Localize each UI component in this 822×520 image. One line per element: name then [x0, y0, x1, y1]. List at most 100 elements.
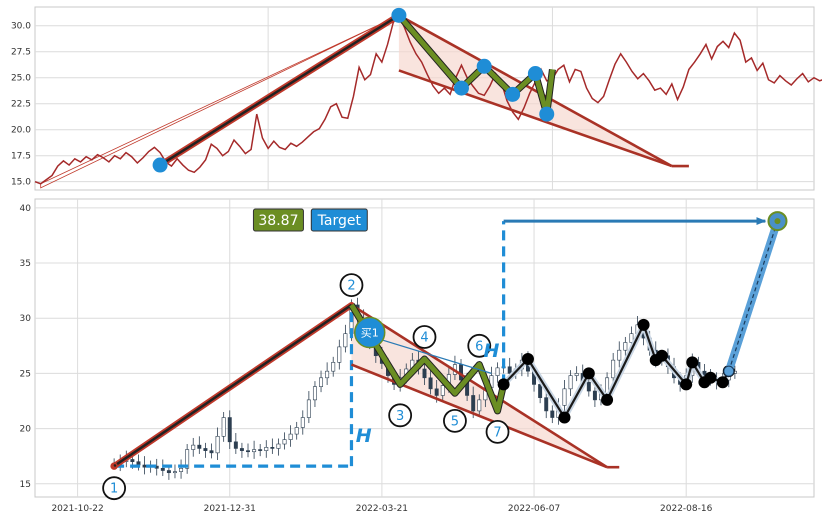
panel2-candle-body: [429, 378, 432, 389]
panel2-projection-start: [724, 366, 734, 376]
panel2-candle-body: [569, 376, 572, 389]
panel2-candle-body: [131, 459, 134, 461]
panel2-swing-point: [558, 412, 570, 424]
panel-2: 1520253035402021-10-22 2021-12-31 2022-03-…: [20, 199, 814, 514]
panel2-candle-body: [338, 347, 341, 362]
panel1-pivot-dot: [391, 8, 406, 23]
panel1-ytick-label: 22.5: [11, 100, 31, 110]
panel2-candle-body: [289, 434, 292, 440]
panel2-swing-point: [601, 394, 613, 406]
panel2-candle-body: [344, 334, 347, 347]
panel2-candle-body: [210, 451, 213, 453]
panel2-candle-body: [563, 389, 566, 406]
panel2-candle-body: [216, 436, 219, 453]
panel2-candle-body: [228, 418, 231, 442]
panel2-candle-body: [618, 350, 621, 360]
panel2-swing-point: [522, 353, 534, 365]
panel1-pivot-dot: [454, 81, 469, 96]
panel2-wave-label: 7: [493, 425, 501, 440]
panel2-candle-body: [441, 386, 444, 396]
panel2-wave-label: 6: [475, 339, 483, 354]
panel2-xtick-label: 2021-10-22: [51, 504, 103, 514]
panel2-candle-body: [538, 384, 541, 397]
panel2-candle-body: [325, 371, 328, 378]
panel2-candle-body: [611, 360, 614, 378]
panel2-xtick-label: 2022-06-07: [508, 504, 560, 514]
panel2-xtick-label: 2022-03-21: [356, 504, 408, 514]
panel2-candle-body: [478, 400, 481, 411]
panel2-swing-point: [583, 367, 595, 379]
panel2-candle-body: [496, 368, 499, 376]
panel2-candle-body: [307, 400, 310, 418]
panel1-pivot-dot: [528, 66, 543, 81]
panel2-ytick-label: 15: [20, 480, 31, 490]
panel2-candle-body: [319, 378, 322, 387]
panel2-value-box-text: 38.87: [258, 213, 298, 229]
panel2-candle-body: [234, 442, 237, 449]
panel2-candle-body: [143, 465, 146, 467]
panel2-candle-body: [624, 342, 627, 350]
panel2-candle-body: [545, 398, 548, 411]
panel2-candle-body: [295, 427, 298, 434]
panel2-candle-body: [277, 444, 280, 448]
panel1-pivot-dot: [505, 87, 520, 102]
panel2-candle-body: [587, 382, 590, 391]
panel2-ytick-label: 40: [20, 204, 32, 214]
panel2-wave-label: 4: [420, 330, 428, 345]
panel2-swing-point: [656, 350, 668, 362]
panel2-candle-body: [271, 447, 274, 448]
panel1-ytick-label: 17.5: [11, 152, 31, 162]
panel-1: 15.017.520.022.525.027.530.0: [11, 7, 822, 190]
panel2-candle-body: [259, 450, 262, 451]
panel2-candle-body: [472, 395, 475, 410]
panel2-candle-body: [167, 471, 170, 473]
panel2-swing-point: [686, 356, 698, 368]
panel2-candle-body: [179, 468, 182, 471]
panel1-ytick-label: 30.0: [11, 22, 31, 32]
panel2-candle-body: [593, 391, 596, 400]
panel2-swing-point: [705, 372, 717, 384]
panel2-candle-body: [192, 445, 195, 449]
panel2-target-box-text: Target: [317, 213, 362, 229]
panel2-candle-body: [137, 462, 140, 465]
panel1-ytick-label: 27.5: [11, 48, 31, 58]
panel2-candle-body: [240, 448, 243, 450]
panel1-ytick-label: 15.0: [11, 178, 31, 188]
panel2-candle-body: [252, 450, 255, 452]
panel2-candle-body: [173, 472, 176, 473]
panel2-h-label: H: [483, 340, 499, 362]
panel2-xtick-label: 2022-08-16: [660, 504, 713, 514]
panel2-xtick-label: 2021-12-31: [204, 504, 256, 514]
panel2-swing-point: [498, 378, 510, 390]
panel2-candle-body: [198, 445, 201, 448]
panel2-swing-point: [717, 376, 729, 388]
panel2-ytick-label: 25: [20, 369, 31, 379]
panel2-candle-body: [301, 418, 304, 428]
panel2-candle-body: [435, 389, 438, 396]
panel2-wave-label: 2: [347, 279, 355, 294]
panel2-candle-body: [313, 387, 316, 400]
panel2-wave-label: 1: [110, 482, 118, 497]
panel2-swing-point: [638, 319, 650, 331]
panel2-ytick-label: 30: [20, 314, 32, 324]
panel2-target-point-core: [774, 218, 780, 224]
panel1-ytick-label: 25.0: [11, 74, 31, 84]
panel2-h-label: H: [356, 425, 372, 447]
panel2-ytick-label: 20: [20, 425, 32, 435]
panel2-candle-body: [332, 362, 335, 371]
panel2-wave-label: 5: [451, 414, 459, 429]
panel2-signal-label: 买1: [361, 327, 379, 340]
panel1-pivot-dot: [539, 107, 554, 122]
panel2-candle-body: [575, 373, 578, 375]
panel2-candle-body: [265, 447, 268, 450]
panel2-candle-body: [423, 369, 426, 378]
panel1-pivot-dot: [477, 59, 492, 74]
panel1-pivot-dot: [153, 158, 168, 173]
panel2-swing-point: [680, 378, 692, 390]
panel2-wave-label: 3: [396, 409, 404, 424]
panel2-candle-body: [551, 411, 554, 418]
panel2-candle-body: [508, 367, 511, 374]
panel2-candle-body: [246, 451, 249, 452]
